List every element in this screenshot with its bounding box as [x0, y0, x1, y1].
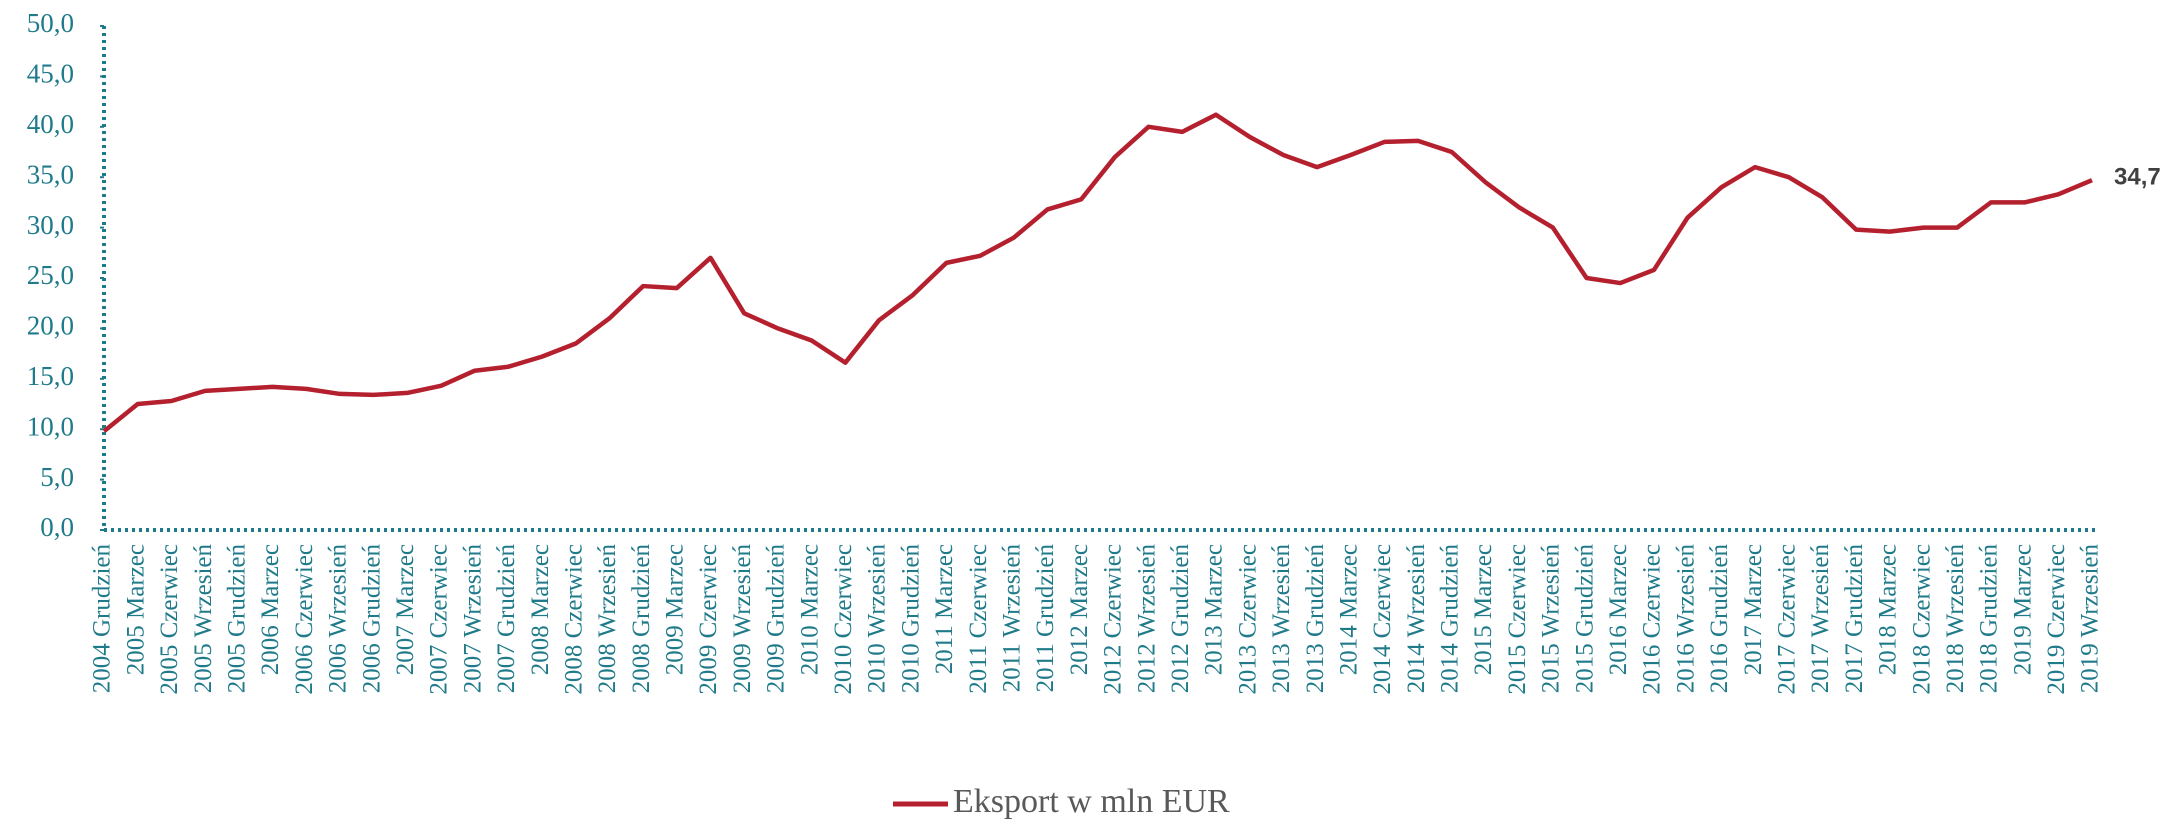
x-tick-label: 2008 Marzec — [527, 544, 554, 675]
x-tick-label: 2012 Grudzień — [1167, 544, 1194, 694]
x-tick-label: 2007 Wrzesień — [459, 544, 486, 694]
x-tick-label: 2006 Marzec — [257, 544, 284, 675]
data-label: 34,7 — [2114, 164, 2161, 191]
x-tick-label: 2008 Czerwiec — [560, 544, 587, 695]
x-tick-label: 2014 Marzec — [1335, 544, 1362, 675]
x-tick-label: 2006 Wrzesień — [325, 544, 352, 694]
x-tick-label: 2007 Czerwiec — [426, 544, 453, 695]
x-tick-label: 2017 Marzec — [1740, 544, 1767, 675]
x-tick-label: 2007 Marzec — [392, 544, 419, 675]
x-tick-label: 2009 Marzec — [662, 544, 689, 675]
x-tick-label: 2014 Czerwiec — [1369, 544, 1396, 695]
x-tick-label: 2010 Czerwiec — [830, 544, 857, 695]
x-tick-label: 2013 Wrzesień — [1268, 544, 1295, 694]
x-tick-label: 2014 Grudzień — [1437, 544, 1464, 694]
data-line — [102, 112, 2093, 433]
y-tick-label: 35,0 — [27, 159, 74, 189]
x-tick-label: 2009 Grudzień — [763, 544, 790, 694]
x-tick-label: 2018 Czerwiec — [1908, 544, 1935, 695]
x-tick-label: 2005 Czerwiec — [156, 544, 183, 695]
x-tick-label: 2012 Czerwiec — [1100, 544, 1127, 695]
x-tick-label: 2012 Wrzesień — [1133, 544, 1160, 694]
x-tick-label: 2018 Marzec — [1875, 544, 1902, 675]
x-tick-label: 2017 Grudzień — [1841, 544, 1868, 694]
y-tick-label: 10,0 — [27, 411, 74, 441]
x-tick-label: 2013 Czerwiec — [1234, 544, 1261, 695]
x-tick-label: 2010 Grudzień — [897, 544, 924, 694]
y-tick-label: 25,0 — [27, 260, 74, 290]
x-tick-label: 2005 Grudzień — [224, 544, 251, 694]
x-tick-label: 2015 Czerwiec — [1504, 544, 1531, 695]
x-tick-label: 2005 Marzec — [122, 544, 149, 675]
y-tick-label: 5,0 — [40, 462, 74, 492]
x-tick-label: 2008 Grudzień — [628, 544, 655, 694]
x-tick-label: 2006 Grudzień — [358, 544, 385, 694]
x-tick-label: 2018 Grudzień — [1976, 544, 2003, 694]
x-tick-label: 2013 Marzec — [1201, 544, 1228, 675]
y-tick-label: 30,0 — [27, 210, 74, 240]
x-tick-label: 2015 Wrzesień — [1538, 544, 1565, 694]
x-tick-label: 2016 Wrzesień — [1672, 544, 1699, 694]
x-tick-label: 2019 Czerwiec — [2043, 544, 2070, 695]
legend-label: Eksport w mln EUR — [953, 783, 1230, 820]
x-tick-label: 2004 Grudzień — [89, 544, 116, 694]
x-tick-label: 2016 Grudzień — [1706, 544, 1733, 694]
y-tick-label: 50,0 — [27, 8, 74, 38]
y-tick-label: 45,0 — [27, 59, 74, 89]
x-tick-label: 2019 Wrzesień — [2077, 544, 2104, 694]
x-tick-label: 2016 Czerwiec — [1639, 544, 1666, 695]
x-tick-label: 2011 Grudzień — [1032, 544, 1059, 693]
x-tick-label: 2011 Czerwiec — [965, 544, 992, 694]
x-tick-label: 2010 Wrzesień — [864, 544, 891, 694]
x-tick-label: 2015 Marzec — [1470, 544, 1497, 675]
x-tick-label: 2011 Marzec — [931, 544, 958, 674]
x-tick-label: 2017 Wrzesień — [1807, 544, 1834, 694]
x-tick-label: 2005 Wrzesień — [190, 544, 217, 694]
y-tick-label: 20,0 — [27, 311, 74, 341]
x-tick-label: 2014 Wrzesień — [1403, 544, 1430, 694]
x-tick-label: 2007 Grudzień — [493, 544, 520, 694]
y-tick-label: 15,0 — [27, 361, 74, 391]
y-tick-label: 0,0 — [40, 512, 74, 542]
x-tick-label: 2011 Wrzesień — [998, 544, 1025, 693]
x-tick-label: 2018 Wrzesień — [1942, 544, 1969, 694]
x-tick-label: 2009 Czerwiec — [695, 544, 722, 695]
x-tick-label: 2017 Czerwiec — [1773, 544, 1800, 695]
x-tick-label: 2009 Wrzesień — [729, 544, 756, 694]
x-tick-label: 2008 Wrzesień — [594, 544, 621, 694]
x-tick-label: 2012 Marzec — [1066, 544, 1093, 675]
x-tick-label: 2016 Marzec — [1605, 544, 1632, 675]
x-tick-label: 2013 Grudzień — [1302, 544, 1329, 694]
x-tick-label: 2019 Marzec — [2009, 544, 2036, 675]
y-tick-label: 40,0 — [27, 109, 74, 139]
x-tick-label: 2015 Grudzień — [1571, 544, 1598, 694]
x-tick-label: 2010 Marzec — [796, 544, 823, 675]
x-tick-label: 2006 Czerwiec — [291, 544, 318, 695]
